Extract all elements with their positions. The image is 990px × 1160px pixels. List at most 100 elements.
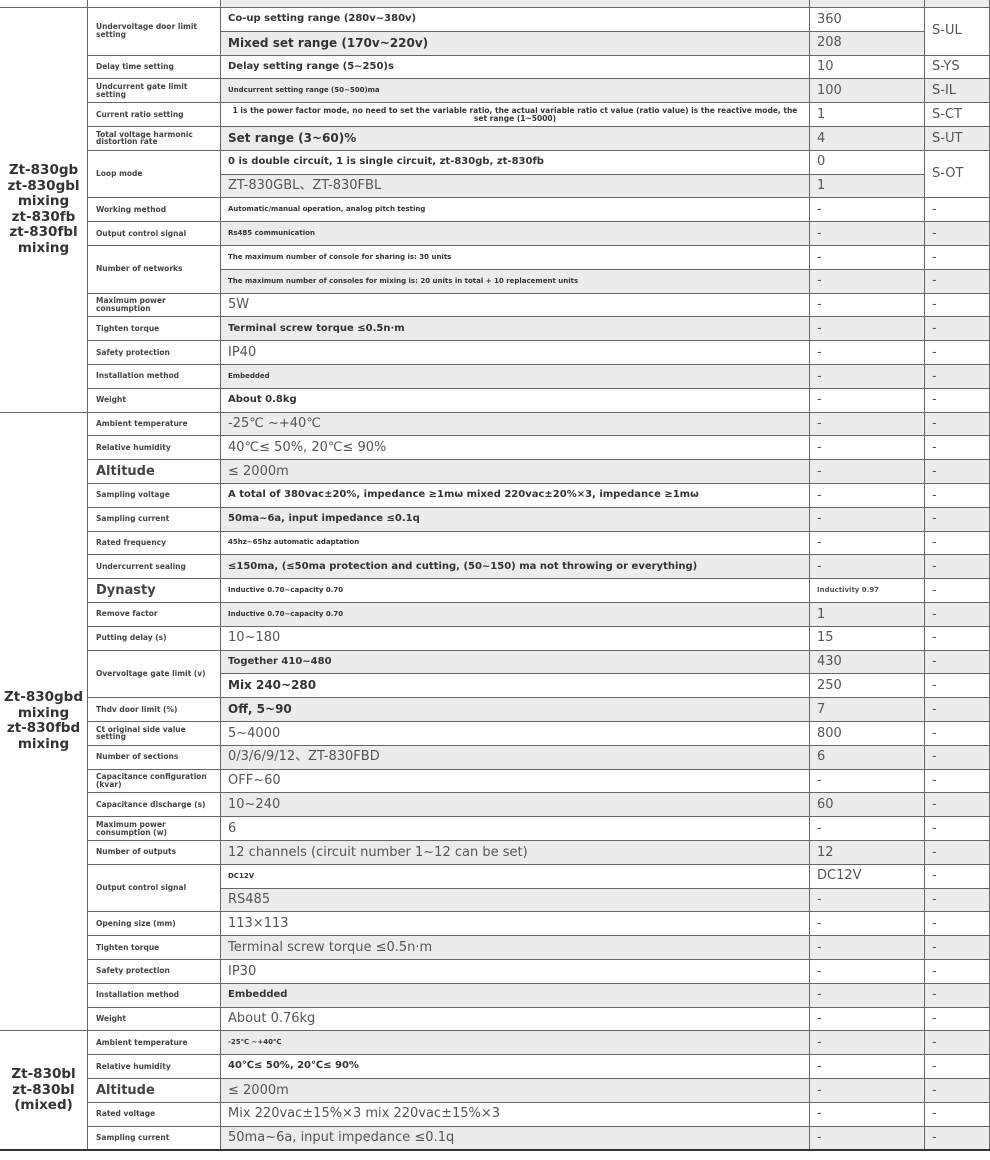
spec-value: 1 xyxy=(810,103,925,127)
spec-description: ≤ 2000m xyxy=(221,1079,810,1103)
spec-value: 60 xyxy=(810,793,925,818)
spec-value: - xyxy=(810,436,925,461)
spec-description: 40℃≤ 50%, 20℃≤ 90% xyxy=(221,436,810,461)
spec-description: Terminal screw torque ≤0.5n·m xyxy=(221,936,810,960)
parameter-name: Rated frequency xyxy=(88,531,221,556)
parameter-name: Altitude xyxy=(88,1079,221,1103)
spec-value: 10 xyxy=(810,55,925,80)
parameter-name: Undercurrent sealing xyxy=(88,555,221,580)
parameter-name: Capacitance configuration (kvar) xyxy=(88,769,221,794)
spec-value: 360 xyxy=(810,8,925,32)
parameter-name: Tighten torque xyxy=(88,317,221,342)
group-label-line: zt-830fbd xyxy=(6,720,81,737)
row-strip xyxy=(0,0,88,8)
spec-code: - xyxy=(925,936,990,960)
spec-value: - xyxy=(810,293,925,318)
parameter-name: Sampling current xyxy=(88,507,221,532)
spec-description: ≤ 2000m xyxy=(221,460,810,484)
spec-description: Off, 5~90 xyxy=(221,698,810,722)
parameter-name: Sampling current xyxy=(88,1126,221,1151)
parameter-name: Output control signal xyxy=(88,222,221,246)
spec-code: - xyxy=(925,888,990,913)
bottom-rule xyxy=(0,1149,990,1152)
spec-value: - xyxy=(810,269,925,294)
parameter-name: Sampling voltage xyxy=(88,484,221,508)
spec-code: - xyxy=(925,317,990,342)
group-label: Zt-830bl zt-830bl (mixed) xyxy=(0,1031,88,1151)
spec-value: 12 xyxy=(810,841,925,865)
group-label-line: mixing xyxy=(17,704,70,721)
parameter-name: Maximum power consumption xyxy=(88,293,221,318)
parameter-name: Maximum power consumption (w) xyxy=(88,817,221,841)
spec-description: 1 is the power factor mode, no need to s… xyxy=(221,103,810,127)
spec-description: Undcurrent setting range (50~500)ma xyxy=(221,79,810,104)
spec-description: RS485 xyxy=(221,888,810,913)
spec-code: - xyxy=(925,484,990,508)
spec-description: Co-up setting range (280v~380v) xyxy=(221,8,810,32)
spec-value: - xyxy=(810,388,925,413)
spec-description: 10~240 xyxy=(221,793,810,818)
spec-code: - xyxy=(925,1102,990,1127)
spec-value: - xyxy=(810,460,925,484)
group-label-line: zt-830fb xyxy=(11,208,76,225)
spec-code: - xyxy=(925,198,990,223)
spec-description: Automatic/manual operation, analog pitch… xyxy=(221,198,810,223)
group-label-line: mixing xyxy=(17,193,70,210)
spec-value: - xyxy=(810,1102,925,1127)
parameter-name: Delay time setting xyxy=(88,55,221,80)
parameter-name: Undervoltage door limit setting xyxy=(88,8,221,56)
spec-value: - xyxy=(810,1126,925,1151)
spec-value: - xyxy=(810,412,925,437)
spec-code: - xyxy=(925,269,990,294)
spec-description: Mixed set range (170v~220v) xyxy=(221,31,810,56)
spec-description: 5W xyxy=(221,293,810,318)
spec-code: - xyxy=(925,1031,990,1056)
parameter-name: Safety protection xyxy=(88,341,221,365)
parameter-name: Overvoltage gate limit (v) xyxy=(88,650,221,699)
group-label: Zt-830gbd mixing zt-830fbd mixing xyxy=(0,412,88,1032)
spec-code: - xyxy=(925,531,990,556)
spec-code: - xyxy=(925,722,990,746)
spec-description: Mix 220vac±15%×3 mix 220vac±15%×3 xyxy=(221,1102,810,1127)
spec-code: - xyxy=(925,436,990,461)
spec-value: - xyxy=(810,960,925,984)
spec-code: - xyxy=(925,960,990,984)
spec-value: 7 xyxy=(810,698,925,722)
spec-description: -25℃ ~+40℃ xyxy=(221,1031,810,1056)
spec-value: Inductivity 0.97 xyxy=(810,579,925,603)
spec-description: Embedded xyxy=(221,365,810,389)
spec-description: Terminal screw torque ≤0.5n·m xyxy=(221,317,810,342)
group-label-line: (mixed) xyxy=(14,1097,73,1114)
spec-description: 5~4000 xyxy=(221,722,810,746)
spec-code: - xyxy=(925,1007,990,1032)
spec-description: -25℃ ~+40℃ xyxy=(221,412,810,437)
spec-value: DC12V xyxy=(810,864,925,889)
parameter-name: Weight xyxy=(88,388,221,413)
spec-code: - xyxy=(925,555,990,580)
spec-value: - xyxy=(810,817,925,841)
group-label-line: zt-830fbl xyxy=(9,224,78,241)
spec-value: - xyxy=(810,936,925,960)
spec-code: - xyxy=(925,912,990,937)
spec-value: - xyxy=(810,507,925,532)
spec-value: - xyxy=(810,341,925,365)
spec-code: - xyxy=(925,460,990,484)
group-label: Zt-830gb zt-830gbl mixing zt-830fb zt-830fbl… xyxy=(0,8,88,413)
spec-value: 0 xyxy=(810,150,925,175)
spec-value: 6 xyxy=(810,745,925,770)
spec-value: 208 xyxy=(810,31,925,56)
spec-code: - xyxy=(925,507,990,532)
row-strip xyxy=(221,0,810,8)
spec-value: - xyxy=(810,1007,925,1032)
parameter-name: Total voltage harmonic distortion rate xyxy=(88,127,221,151)
spec-description: Embedded xyxy=(221,983,810,1008)
spec-value: 1 xyxy=(810,174,925,199)
spec-value: - xyxy=(810,888,925,913)
parameter-name: Remove factor xyxy=(88,603,221,627)
parameter-name: Weight xyxy=(88,1007,221,1032)
spec-description: A total of 380vac±20%, impedance ≥1mω mi… xyxy=(221,484,810,508)
spec-description: Rs485 communication xyxy=(221,222,810,246)
spec-description: About 0.76kg xyxy=(221,1007,810,1032)
spec-value: - xyxy=(810,317,925,342)
